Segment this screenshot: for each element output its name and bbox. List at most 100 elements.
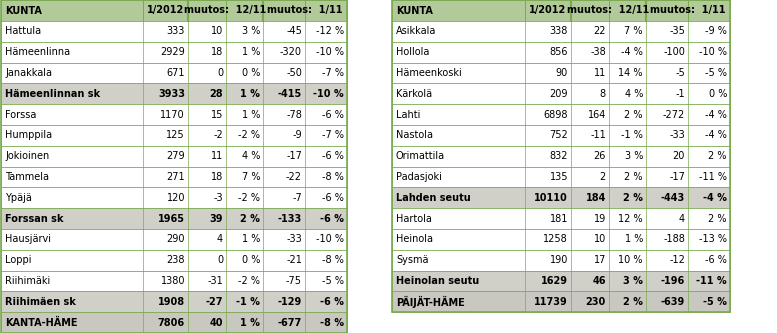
Text: -6 %: -6 % xyxy=(320,297,344,307)
Text: -9 %: -9 % xyxy=(705,26,727,36)
Text: -8 %: -8 % xyxy=(322,255,344,265)
Text: 46: 46 xyxy=(593,276,606,286)
Bar xyxy=(392,229,730,250)
Text: Riihimäen sk: Riihimäen sk xyxy=(5,297,76,307)
Text: -5 %: -5 % xyxy=(703,297,727,307)
Text: 0: 0 xyxy=(217,68,223,78)
Text: -22: -22 xyxy=(286,172,302,182)
Text: 0 %: 0 % xyxy=(242,255,260,265)
Text: 1629: 1629 xyxy=(541,276,568,286)
Text: Asikkala: Asikkala xyxy=(396,26,437,36)
Text: 12 %: 12 % xyxy=(618,213,643,223)
Bar xyxy=(1,187,347,208)
Text: 230: 230 xyxy=(586,297,606,307)
Text: Sysmä: Sysmä xyxy=(396,255,428,265)
Bar xyxy=(1,250,347,271)
Text: 11739: 11739 xyxy=(535,297,568,307)
Text: 17: 17 xyxy=(594,255,606,265)
Bar xyxy=(392,0,730,21)
Text: 14 %: 14 % xyxy=(618,68,643,78)
Text: Hämeenlinna: Hämeenlinna xyxy=(5,47,70,57)
Text: Loppi: Loppi xyxy=(5,255,32,265)
Text: -2: -2 xyxy=(213,131,223,141)
Text: 0: 0 xyxy=(217,255,223,265)
Text: Forssan sk: Forssan sk xyxy=(5,213,64,223)
Text: 856: 856 xyxy=(549,47,568,57)
Bar xyxy=(1,63,347,83)
Bar xyxy=(392,271,730,291)
Bar xyxy=(392,208,730,229)
Bar xyxy=(1,125,347,146)
Text: -17: -17 xyxy=(669,172,685,182)
Text: 40: 40 xyxy=(210,318,223,328)
Bar xyxy=(392,63,730,83)
Text: -5 %: -5 % xyxy=(705,68,727,78)
Bar xyxy=(1,83,347,104)
Text: Heinolan seutu: Heinolan seutu xyxy=(396,276,479,286)
Text: 1/2012: 1/2012 xyxy=(147,6,184,16)
Bar xyxy=(1,104,347,125)
Text: -4 %: -4 % xyxy=(621,47,643,57)
Text: -78: -78 xyxy=(286,110,302,120)
Text: 120: 120 xyxy=(166,193,185,203)
Text: 7 %: 7 % xyxy=(242,172,260,182)
Bar xyxy=(1,21,347,42)
Text: -2 %: -2 % xyxy=(238,131,260,141)
Bar xyxy=(609,0,646,21)
Text: -10 %: -10 % xyxy=(699,47,727,57)
Text: -13 %: -13 % xyxy=(699,234,727,244)
Bar xyxy=(188,0,226,21)
Bar xyxy=(226,0,263,21)
Text: Heinola: Heinola xyxy=(396,234,433,244)
Text: 4: 4 xyxy=(217,234,223,244)
Text: -1 %: -1 % xyxy=(621,131,643,141)
Text: 752: 752 xyxy=(549,131,568,141)
Text: -415: -415 xyxy=(277,89,302,99)
Text: 1 %: 1 % xyxy=(242,47,260,57)
Bar xyxy=(1,312,347,333)
Text: -677: -677 xyxy=(277,318,302,328)
Bar xyxy=(525,0,571,21)
Bar xyxy=(1,83,347,104)
Text: Lahden seutu: Lahden seutu xyxy=(396,193,471,203)
Text: muutos:  1/11: muutos: 1/11 xyxy=(267,6,343,16)
Text: 2 %: 2 % xyxy=(709,213,727,223)
Text: 338: 338 xyxy=(549,26,568,36)
Bar xyxy=(143,0,188,21)
Text: 671: 671 xyxy=(166,68,185,78)
Bar xyxy=(392,166,730,187)
Text: -6 %: -6 % xyxy=(320,213,344,223)
Bar xyxy=(1,146,347,166)
Bar xyxy=(1,63,347,83)
Text: 832: 832 xyxy=(549,151,568,161)
Bar xyxy=(1,229,347,250)
Bar xyxy=(1,166,347,187)
Bar xyxy=(1,0,143,21)
Text: Ypäjä: Ypäjä xyxy=(5,193,32,203)
Bar xyxy=(1,312,347,333)
Text: -7 %: -7 % xyxy=(322,131,344,141)
Text: Padasjoki: Padasjoki xyxy=(396,172,442,182)
Text: 290: 290 xyxy=(166,234,185,244)
Text: 6898: 6898 xyxy=(543,110,568,120)
Bar xyxy=(1,291,347,312)
Text: -1: -1 xyxy=(675,89,685,99)
Bar xyxy=(646,0,688,21)
Bar xyxy=(1,291,347,312)
Text: 1380: 1380 xyxy=(161,276,185,286)
Bar xyxy=(392,21,730,42)
Text: -6 %: -6 % xyxy=(322,151,344,161)
Text: 20: 20 xyxy=(673,151,685,161)
Text: Tammela: Tammela xyxy=(5,172,49,182)
Text: -196: -196 xyxy=(660,276,685,286)
Text: -11: -11 xyxy=(591,131,606,141)
Text: -6 %: -6 % xyxy=(322,110,344,120)
Text: 238: 238 xyxy=(166,255,185,265)
Text: 1 %: 1 % xyxy=(240,89,260,99)
Text: 2 %: 2 % xyxy=(240,213,260,223)
Bar xyxy=(392,42,730,63)
Text: 1 %: 1 % xyxy=(242,234,260,244)
Text: 125: 125 xyxy=(166,131,185,141)
Bar xyxy=(392,146,730,166)
Text: 2 %: 2 % xyxy=(709,151,727,161)
